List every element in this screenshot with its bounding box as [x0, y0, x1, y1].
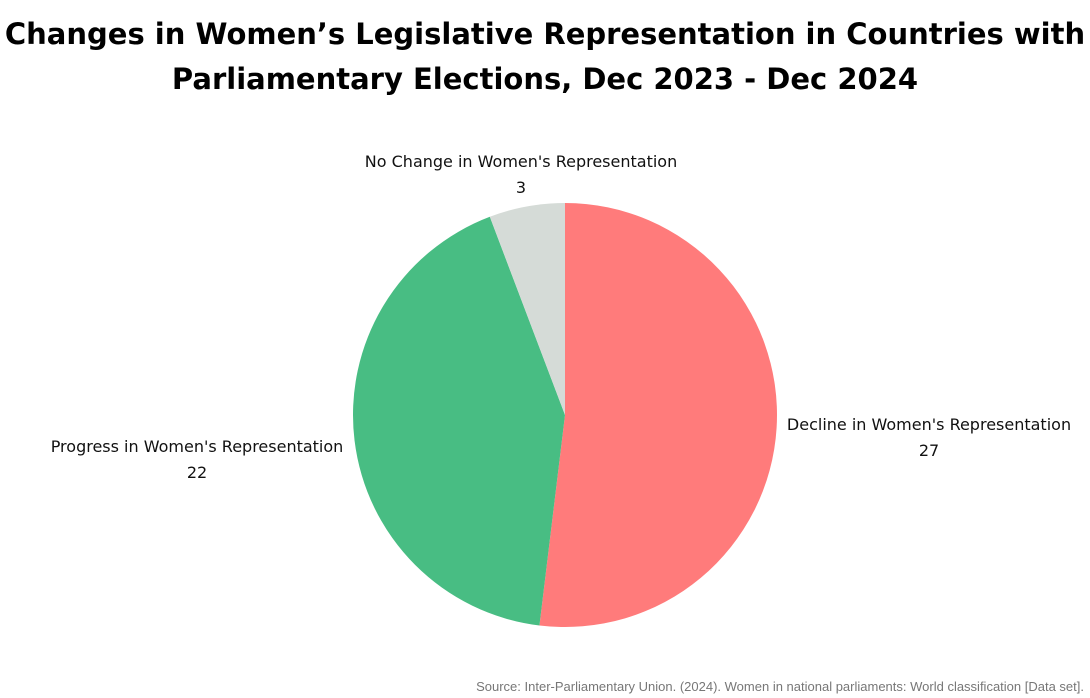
pie-labels: Decline in Women's Representation 27 Progr… — [51, 152, 1071, 482]
chart-title-line-2: Parliamentary Elections, Dec 2023 - Dec … — [171, 62, 919, 96]
chart-title: Changes in Women’s Legislative Represent… — [0, 12, 1090, 102]
pie-slice-decline-in-women-s-representation — [539, 203, 777, 627]
slice-value-label: 22 — [187, 463, 207, 482]
pie-slices — [352, 203, 777, 627]
source-note: Source: Inter-Parliamentary Union. (2024… — [476, 679, 1084, 694]
chart-title-line-1: Changes in Women’s Legislative Represent… — [4, 17, 1086, 51]
slice-value-label: 27 — [919, 441, 939, 460]
slice-value-label: 3 — [516, 178, 526, 197]
slice-label: Progress in Women's Representation — [51, 437, 344, 456]
slice-label: Decline in Women's Representation — [787, 415, 1071, 434]
slice-label: No Change in Women's Representation — [365, 152, 677, 171]
pie-slice-progress-in-women-s-representation — [352, 216, 565, 626]
pie-slice-no-change-in-women-s-representation — [489, 203, 565, 415]
